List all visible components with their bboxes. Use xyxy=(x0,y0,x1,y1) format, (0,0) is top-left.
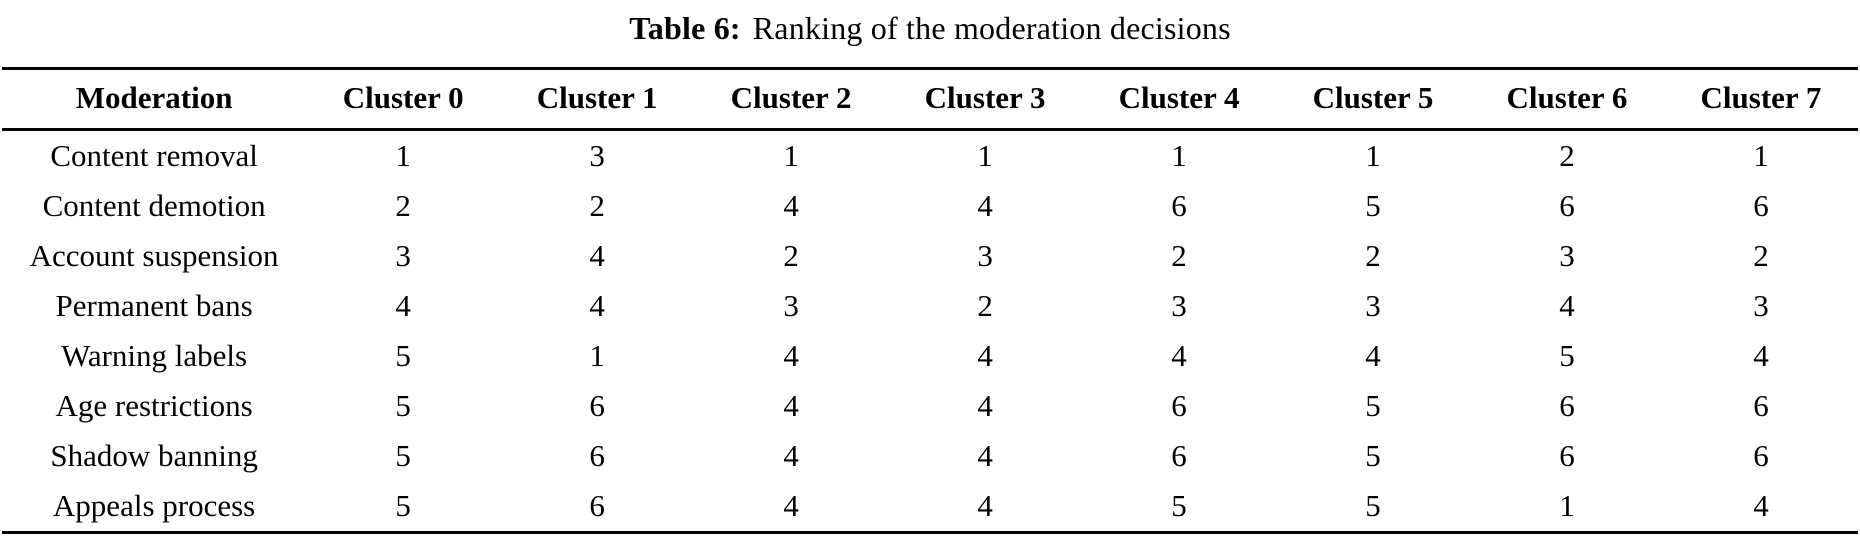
rank-cell: 5 xyxy=(1365,388,1381,423)
rank-cell: 2 xyxy=(1753,238,1769,273)
rank-cell: 6 xyxy=(1753,188,1769,223)
column-header-cluster-4: Cluster 4 xyxy=(1118,80,1240,115)
rank-cell: 6 xyxy=(1559,388,1575,423)
table-caption: Table 6: Ranking of the moderation decisi… xyxy=(0,0,1860,47)
table-row: Warning labels 5 1 4 4 4 4 5 4 xyxy=(2,331,1858,381)
rank-cell: 5 xyxy=(395,438,411,473)
rank-cell: 4 xyxy=(977,338,993,373)
table-row: Account suspension 3 4 2 3 2 2 3 2 xyxy=(2,231,1858,281)
rank-cell: 4 xyxy=(783,388,799,423)
column-header-cluster-1: Cluster 1 xyxy=(536,80,658,115)
rank-cell: 3 xyxy=(977,238,993,273)
rank-cell: 4 xyxy=(1559,288,1575,323)
rank-cell: 6 xyxy=(1171,438,1187,473)
rank-cell: 4 xyxy=(1365,338,1381,373)
rank-cell: 3 xyxy=(783,288,799,323)
rank-cell: 3 xyxy=(395,238,411,273)
row-label: Age restrictions xyxy=(55,388,253,423)
table-row: Permanent bans 4 4 3 2 3 3 4 3 xyxy=(2,281,1858,331)
row-label: Appeals process xyxy=(52,488,256,523)
table-body: Content removal 1 3 1 1 1 1 2 1 Content demotion 2… xyxy=(2,130,1858,533)
row-label: Warning labels xyxy=(61,338,248,373)
column-header-cluster-3: Cluster 3 xyxy=(924,80,1046,115)
rank-cell: 6 xyxy=(589,388,605,423)
column-header-moderation: Moderation xyxy=(75,80,233,115)
table-row: Content demotion 2 2 4 4 6 5 6 6 xyxy=(2,181,1858,231)
rank-cell: 6 xyxy=(1559,188,1575,223)
row-label: Permanent bans xyxy=(55,288,253,323)
row-label: Content demotion xyxy=(42,188,266,223)
table-header: Moderation Cluster 0 Cluster 1 Cluster 2 Clu… xyxy=(2,69,1858,130)
rank-cell: 3 xyxy=(1365,288,1381,323)
rank-cell: 1 xyxy=(1753,138,1769,173)
rank-cell: 5 xyxy=(1171,488,1187,523)
rank-cell: 2 xyxy=(1171,238,1187,273)
rank-cell: 4 xyxy=(1753,338,1769,373)
rank-cell: 3 xyxy=(1171,288,1187,323)
rank-cell: 4 xyxy=(1753,488,1769,523)
rank-cell: 1 xyxy=(1171,138,1187,173)
rank-cell: 4 xyxy=(977,388,993,423)
rank-cell: 5 xyxy=(1365,188,1381,223)
rank-cell: 1 xyxy=(1365,138,1381,173)
rank-cell: 4 xyxy=(589,238,605,273)
rank-cell: 6 xyxy=(1753,438,1769,473)
column-header-cluster-5: Cluster 5 xyxy=(1312,80,1434,115)
rank-cell: 2 xyxy=(1365,238,1381,273)
rank-cell: 4 xyxy=(783,338,799,373)
rank-cell: 2 xyxy=(395,188,411,223)
rank-cell: 2 xyxy=(1559,138,1575,173)
rank-cell: 4 xyxy=(1171,338,1187,373)
rank-cell: 2 xyxy=(977,288,993,323)
rank-cell: 5 xyxy=(1365,438,1381,473)
table-caption-text: Ranking of the moderation decisions xyxy=(752,10,1231,46)
moderation-ranking-table: Moderation Cluster 0 Cluster 1 Cluster 2 Clu… xyxy=(2,67,1858,534)
rank-cell: 1 xyxy=(977,138,993,173)
rank-cell: 1 xyxy=(395,138,411,173)
rank-cell: 4 xyxy=(783,488,799,523)
column-header-cluster-0: Cluster 0 xyxy=(342,80,464,115)
table-caption-label: Table 6: xyxy=(629,10,741,46)
rank-cell: 4 xyxy=(783,188,799,223)
table-row: Age restrictions 5 6 4 4 6 5 6 6 xyxy=(2,381,1858,431)
rank-cell: 4 xyxy=(977,488,993,523)
rank-cell: 3 xyxy=(589,138,605,173)
rank-cell: 6 xyxy=(1753,388,1769,423)
rank-cell: 6 xyxy=(1171,188,1187,223)
table-row: Shadow banning 5 6 4 4 6 5 6 6 xyxy=(2,431,1858,481)
rank-cell: 4 xyxy=(977,188,993,223)
rank-cell: 4 xyxy=(395,288,411,323)
rank-cell: 4 xyxy=(589,288,605,323)
column-header-cluster-6: Cluster 6 xyxy=(1506,80,1628,115)
column-header-cluster-2: Cluster 2 xyxy=(730,80,852,115)
table-header-row: Moderation Cluster 0 Cluster 1 Cluster 2 Clu… xyxy=(2,69,1858,130)
row-label: Account suspension xyxy=(29,238,279,273)
rank-cell: 3 xyxy=(1753,288,1769,323)
table-row: Content removal 1 3 1 1 1 1 2 1 xyxy=(2,130,1858,182)
rank-cell: 5 xyxy=(395,388,411,423)
rank-cell: 6 xyxy=(589,438,605,473)
rank-cell: 2 xyxy=(589,188,605,223)
rank-cell: 5 xyxy=(395,488,411,523)
rank-cell: 5 xyxy=(1365,488,1381,523)
rank-cell: 3 xyxy=(1559,238,1575,273)
rank-cell: 6 xyxy=(589,488,605,523)
rank-cell: 1 xyxy=(783,138,799,173)
row-label: Shadow banning xyxy=(50,438,258,473)
rank-cell: 1 xyxy=(1559,488,1575,523)
rank-cell: 5 xyxy=(395,338,411,373)
rank-cell: 4 xyxy=(977,438,993,473)
rank-cell: 5 xyxy=(1559,338,1575,373)
rank-cell: 4 xyxy=(783,438,799,473)
row-label: Content removal xyxy=(50,138,258,173)
rank-cell: 6 xyxy=(1559,438,1575,473)
rank-cell: 1 xyxy=(589,338,605,373)
table-row: Appeals process 5 6 4 4 5 5 1 4 xyxy=(2,481,1858,533)
rank-cell: 2 xyxy=(783,238,799,273)
rank-cell: 6 xyxy=(1171,388,1187,423)
column-header-cluster-7: Cluster 7 xyxy=(1700,80,1822,115)
